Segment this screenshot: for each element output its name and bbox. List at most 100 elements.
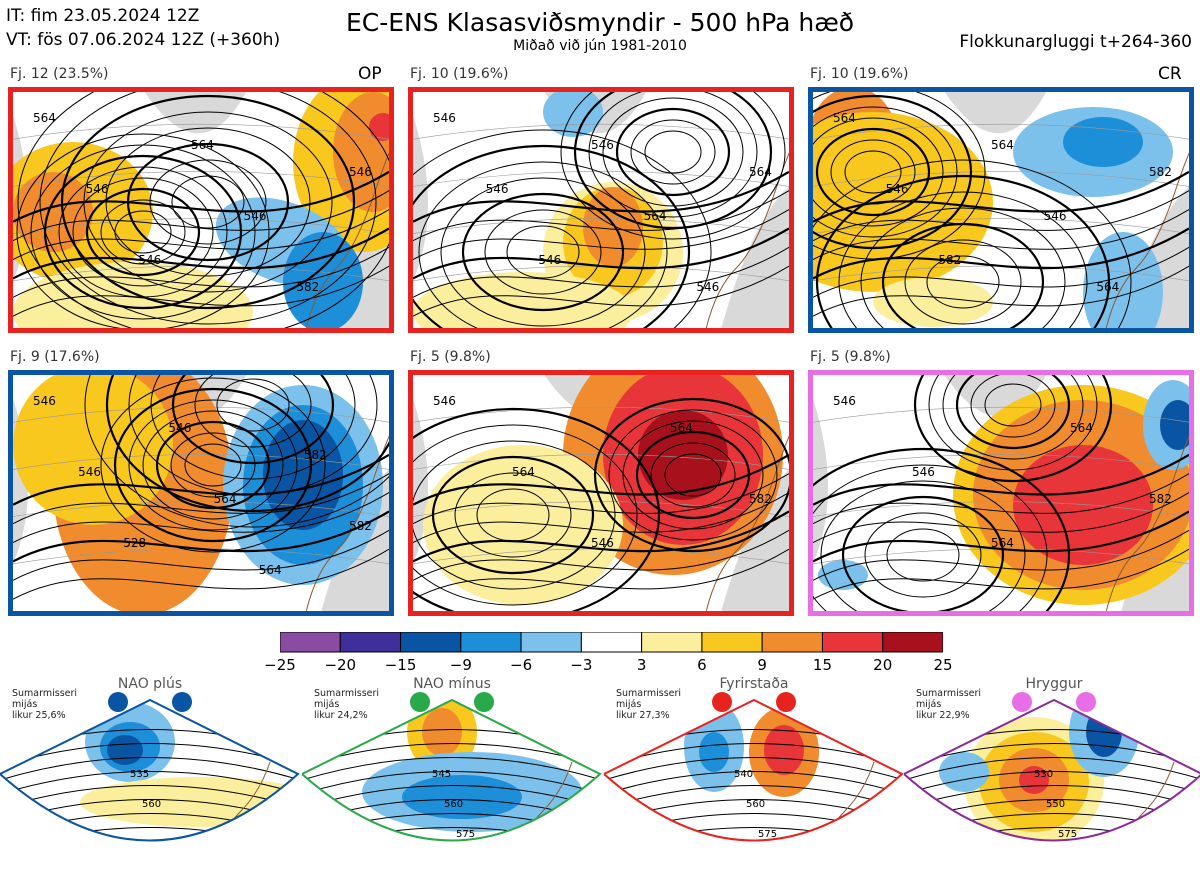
height-contour (100, 377, 326, 553)
height-contour (413, 548, 789, 600)
cluster-map: 546 546 528 546 564 564 582 582 (13, 375, 389, 611)
regime-marker-dot (1012, 692, 1032, 712)
colorbar-tick-label: 3 (636, 656, 647, 674)
height-contour (184, 443, 242, 487)
height-contour (413, 424, 638, 606)
regime-map: Sumarmisseri mijás likur 27,3% Fyrirstaða 54… (604, 672, 904, 867)
regime-probability-note: Sumarmisseri mijás likur 25,6% (12, 688, 77, 721)
colorbar-tick-label: 9 (757, 656, 767, 674)
colorbar-segment (280, 632, 341, 653)
height-contour (100, 199, 186, 265)
height-contour (84, 375, 389, 528)
colorbar-segment (641, 632, 703, 653)
coastline (1113, 761, 1175, 841)
height-contour (413, 510, 789, 563)
regime-title: Hryggur (1025, 676, 1083, 692)
regime-sector-outline (604, 698, 904, 842)
classification-window: Flokkunargluggi t+264-360 (959, 32, 1192, 52)
graticule-line (13, 123, 389, 140)
height-contour (864, 512, 982, 598)
height-contour (593, 397, 789, 553)
anomaly-shading (13, 375, 173, 525)
coastline (1105, 152, 1189, 328)
height-contour (622, 420, 764, 530)
greenland-landmass (944, 92, 1047, 134)
height-contour (302, 757, 600, 781)
height-contour (413, 227, 789, 280)
contour-label: 582 (304, 448, 327, 462)
colorbar-segment (580, 632, 643, 653)
regime-map: Sumarmisseri mijás likur 24,2% NAO mínus 545… (302, 672, 602, 867)
graticule-line (13, 406, 389, 423)
anomaly-shading (818, 560, 868, 590)
height-contour (418, 161, 668, 328)
height-contour (13, 473, 389, 525)
contour-label: 550 (1046, 799, 1065, 810)
height-contour (815, 174, 1111, 328)
colorbar-tick-label: −3 (570, 656, 593, 674)
contour-label: 546 (591, 138, 614, 152)
contour-label: 546 (696, 280, 719, 294)
colorbar-tick-label: 15 (812, 656, 832, 674)
colorbar-segment (400, 632, 462, 653)
regime-note-line: Sumarmisseri (616, 688, 682, 699)
regime-map-plot: 540 560 575 (604, 692, 904, 842)
regime-note-line: Sumarmisseri (12, 688, 78, 699)
anomaly-shading (369, 113, 389, 141)
height-contour (650, 442, 736, 508)
anomaly-shading (422, 708, 462, 756)
height-contour (904, 842, 1200, 865)
panel-label: Fj. 5 (9.8%) (410, 349, 491, 365)
contour-label: 582 (749, 492, 772, 506)
height-contour (413, 170, 789, 223)
coastline (209, 761, 271, 841)
regime-sector-outline (0, 698, 300, 842)
height-contour (813, 170, 1189, 223)
height-contour (813, 209, 1189, 261)
colorbar-tick-label: 6 (697, 656, 707, 674)
contour-label: 535 (130, 769, 149, 780)
contour-label: 564 (259, 563, 282, 577)
height-contour (838, 191, 1088, 328)
height-contour (0, 757, 298, 781)
contour-label: 546 (886, 182, 909, 196)
regime-note-line: likur 24,2% (314, 710, 368, 721)
height-contour (413, 144, 691, 328)
regime-marker-dot (474, 692, 494, 712)
colorbar-tick-label: −6 (510, 656, 533, 674)
height-contour (813, 159, 1132, 328)
height-contour (413, 129, 712, 328)
height-contour (984, 383, 1042, 427)
regime-note-line: mijás (616, 699, 642, 710)
regime-probability-note: Sumarmisseri mijás likur 24,2% (314, 688, 379, 721)
height-contour (413, 265, 789, 317)
panel-tag: CR (1158, 64, 1182, 84)
cluster-map-panel: 564 546 582 564 546 564 582 (808, 87, 1194, 333)
anomaly-shading (1013, 445, 1153, 565)
regime-marker-dot (712, 692, 732, 712)
regime-probability-note: Sumarmisseri mijás likur 22,9% (916, 688, 981, 721)
height-contour (85, 187, 201, 277)
height-contour (13, 209, 389, 261)
anomaly-colorbar (280, 632, 943, 653)
contour-label: 564 (33, 111, 56, 125)
height-contour (13, 453, 389, 506)
cluster-map: 546 546 564 564 582 (813, 375, 1189, 611)
chart-title: EC-ENS Klasasviðsmyndir - 500 hPa hæð (345, 8, 855, 37)
height-contour (860, 207, 1066, 328)
regime-note-line: mijás (314, 699, 340, 710)
anomaly-shading (543, 92, 603, 137)
contour-label: 540 (734, 769, 753, 780)
colorbar-tick-label: 20 (873, 656, 893, 674)
height-contour (588, 92, 758, 218)
height-contour (942, 375, 1084, 460)
height-contour (928, 375, 1098, 471)
height-contour (604, 757, 902, 781)
contour-label: 530 (1034, 769, 1053, 780)
height-contour (904, 239, 1022, 325)
height-contour (60, 94, 356, 310)
height-contour (813, 117, 944, 227)
height-contour (13, 510, 389, 563)
height-contour (440, 177, 646, 327)
colorbar-segment (882, 632, 943, 653)
